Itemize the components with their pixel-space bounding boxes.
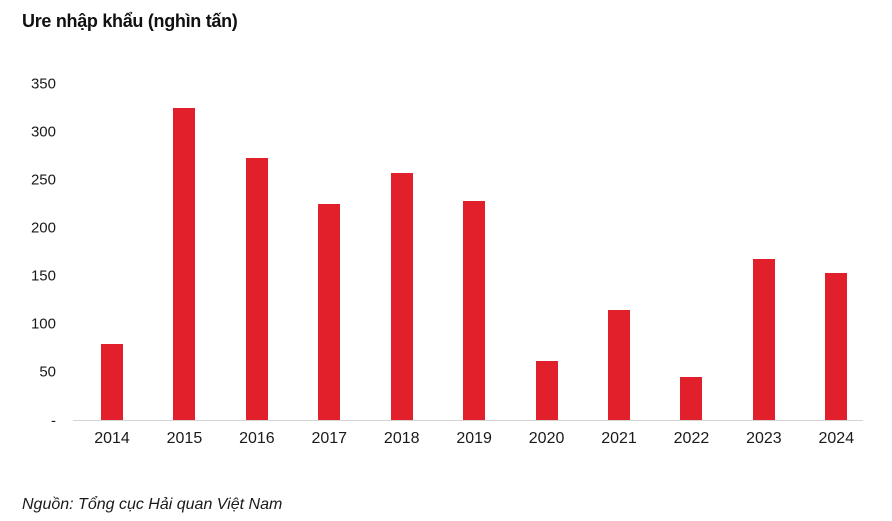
y-tick-label-150: 150 bbox=[30, 267, 56, 285]
x-tick-label-2020: 2020 bbox=[528, 430, 565, 447]
x-tick-label-2016: 2016 bbox=[239, 430, 275, 447]
bar-2014 bbox=[101, 343, 123, 421]
x-tick-label-2019: 2019 bbox=[456, 430, 492, 447]
x-tick-label-2024: 2024 bbox=[818, 430, 855, 447]
x-tick-label-2014: 2014 bbox=[94, 430, 130, 447]
x-axis-line bbox=[73, 420, 863, 421]
x-tick-label-2021: 2021 bbox=[601, 430, 637, 447]
y-tick-label-50: 50 bbox=[39, 363, 56, 381]
y-tick-label-0: - bbox=[51, 412, 56, 429]
bar-2017 bbox=[318, 204, 341, 421]
bar-2015 bbox=[173, 108, 196, 421]
y-tick-label-100: 100 bbox=[30, 315, 56, 333]
bar-2023 bbox=[752, 258, 775, 421]
x-tick-label-2022: 2022 bbox=[673, 430, 710, 447]
y-tick-label-300: 300 bbox=[30, 123, 56, 141]
bar-2021 bbox=[608, 309, 630, 421]
y-tick-label-350: 350 bbox=[30, 75, 56, 93]
y-tick-label-250: 250 bbox=[30, 171, 56, 189]
chart-title: Ure nhập khẩu (nghìn tấn) bbox=[22, 11, 238, 31]
source-note: Nguồn: Tổng cục Hải quan Việt Nam bbox=[22, 496, 283, 513]
bar-2016 bbox=[245, 158, 268, 421]
bar-2020 bbox=[535, 360, 558, 421]
bar-2018 bbox=[390, 173, 413, 421]
x-tick-label-2015: 2015 bbox=[166, 430, 203, 447]
x-tick-label-2017: 2017 bbox=[311, 430, 348, 447]
bar-2022 bbox=[680, 377, 703, 421]
y-tick-label-200: 200 bbox=[30, 219, 56, 237]
x-tick-label-2023: 2023 bbox=[746, 430, 782, 447]
bar-2024 bbox=[825, 273, 848, 421]
bar-2019 bbox=[463, 201, 486, 421]
x-tick-label-2018: 2018 bbox=[383, 430, 420, 447]
